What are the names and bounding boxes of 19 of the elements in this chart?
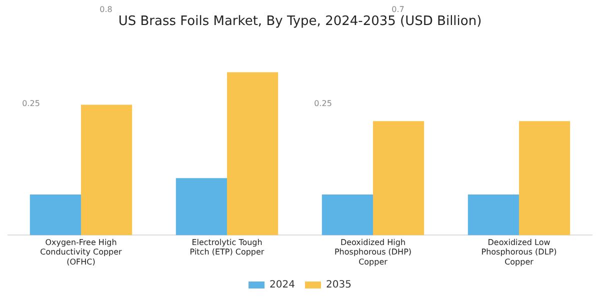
chart-title: US Brass Foils Market, By Type, 2024-2035 (USD Billion) bbox=[118, 14, 482, 30]
bar bbox=[30, 194, 81, 236]
bar bbox=[176, 178, 227, 236]
annotation: 0.25 bbox=[314, 99, 332, 108]
bar bbox=[322, 194, 373, 236]
x-tick-label: Oxygen-Free High Conductivity Copper (OFHC) bbox=[40, 238, 123, 266]
bar bbox=[81, 104, 132, 236]
x-tick-label: Deoxidized High Phosphorous (DHP) Copper bbox=[334, 238, 412, 266]
annotation: 0.25 bbox=[22, 99, 40, 108]
legend-label: 2024 bbox=[270, 280, 296, 291]
bar bbox=[519, 121, 570, 236]
bar bbox=[373, 121, 424, 236]
bar bbox=[227, 72, 278, 236]
x-tick-label: Electrolytic Tough Pitch (ETP) Copper bbox=[190, 238, 265, 257]
bar bbox=[468, 194, 519, 236]
text: 0.8 bbox=[100, 5, 112, 14]
legend-label: 2035 bbox=[326, 280, 352, 291]
text: 0.7 bbox=[392, 5, 404, 14]
x-tick-label: Deoxidized Low Phosphorous (DLP) Copper bbox=[481, 238, 557, 266]
